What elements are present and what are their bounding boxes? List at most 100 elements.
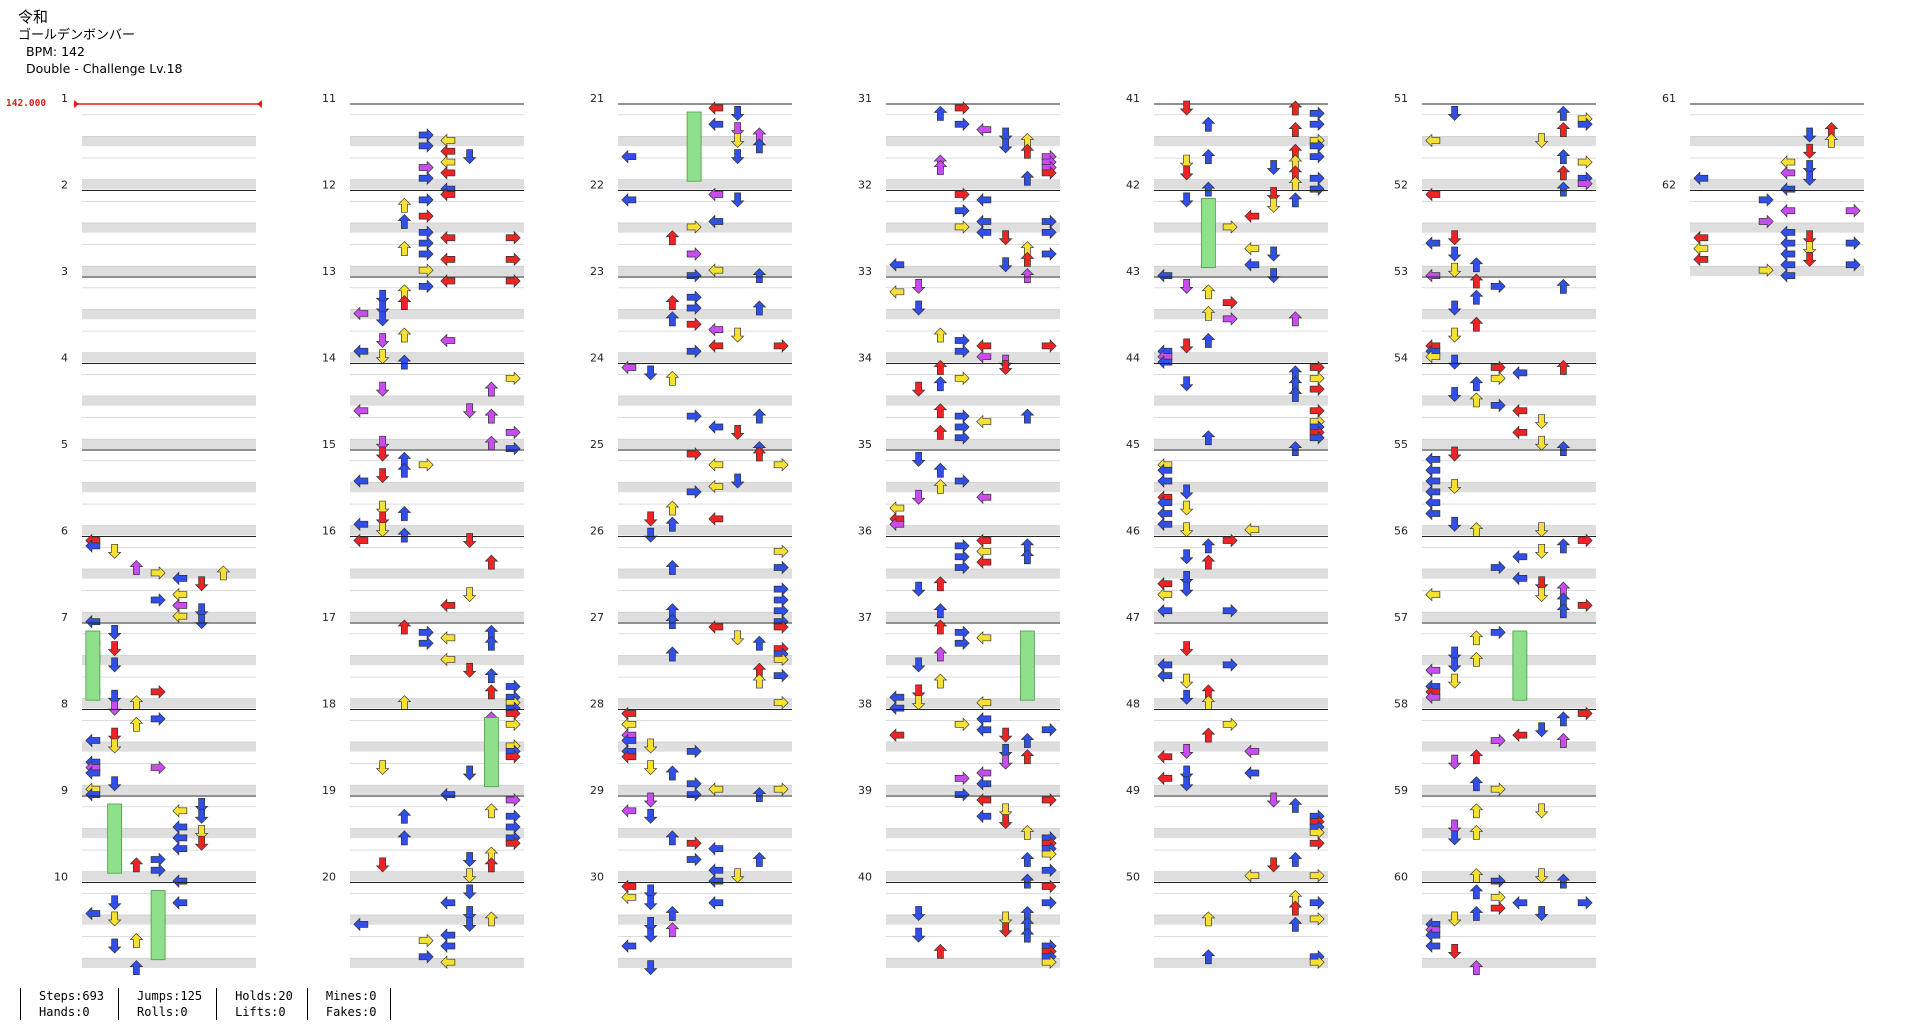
hold-bar-icon [1019,630,1035,701]
step-arrow-363 [976,695,992,710]
step-arrow-543 [1469,289,1484,305]
step-arrow-608 [1469,803,1484,819]
step-arrow-73 [440,230,456,245]
beat-band [350,395,524,406]
step-arrow-186 [686,220,702,234]
beat-band [1422,828,1596,839]
step-arrow-444 [1179,338,1194,354]
beat-band [886,222,1060,233]
step-arrow-531 [1577,176,1593,191]
step-arrow-341 [889,517,905,532]
step-arrow-15 [107,625,122,640]
step-arrow-4 [150,566,166,580]
step-arrow-221 [665,516,680,532]
step-arrow-583 [1534,587,1549,603]
step-arrow-411 [1288,122,1303,137]
measure-number: 21 [590,92,604,105]
step-arrow-400 [911,927,926,943]
step-arrow-173 [708,101,724,115]
step-arrow-93 [353,344,369,359]
step-arrow-460 [1201,430,1216,446]
step-arrow-499 [1179,776,1194,792]
beat-band [82,482,256,493]
step-arrow-20 [107,657,122,673]
step-arrow-410 [1201,116,1216,132]
measure-number: 53 [1394,265,1408,278]
step-arrow-431 [1222,220,1238,234]
step-arrow-174 [730,106,745,121]
step-arrow-391 [1020,873,1035,889]
step-arrow-382 [976,809,992,824]
step-arrow-640 [1780,182,1796,196]
beat-band [82,352,256,363]
measure-number: 54 [1394,352,1408,365]
step-arrow-206 [686,409,702,424]
hold-bar-icon [686,111,702,182]
step-arrow-639 [1693,171,1709,186]
measure-number: 37 [858,611,872,624]
step-arrow-256 [773,782,789,797]
beat-band [1154,871,1328,882]
step-arrow-214 [773,457,789,472]
beat-band [350,136,524,147]
step-arrow-600 [1534,722,1549,738]
step-arrow-169 [418,933,434,948]
stats-cell-jumps: Jumps:125 Rolls:0 [118,988,216,1020]
step-arrow-49 [172,874,188,888]
beat-band [618,698,792,709]
step-arrow-282 [933,105,948,121]
step-arrow-198 [708,322,724,337]
step-arrow-656 [1845,257,1861,272]
step-arrow-97 [484,381,499,397]
step-arrow-147 [462,765,477,781]
step-arrow-540 [1469,273,1484,289]
beat-band [1154,309,1328,320]
step-arrow-233 [773,620,789,634]
step-arrow-353 [933,619,948,635]
measure-number: 5 [61,438,68,451]
step-arrow-607 [1490,782,1506,797]
step-arrow-146 [375,760,390,776]
beat-band [1422,785,1596,795]
step-arrow-493 [1179,743,1194,759]
step-arrow-204 [643,365,658,381]
step-arrow-255 [708,782,724,797]
step-arrow-579 [1490,560,1506,575]
step-arrow-480 [1157,587,1173,602]
step-arrow-403 [933,943,948,959]
beat-band [350,309,524,320]
step-arrow-398 [998,922,1013,938]
measure-number: 27 [590,611,604,624]
step-arrow-68 [418,193,434,207]
step-arrow-12 [172,609,188,624]
step-arrow-337 [911,489,926,505]
step-arrow-278 [643,927,658,943]
step-arrow-575 [1577,533,1593,548]
step-arrow-534 [1447,230,1462,246]
measure-number: 57 [1394,611,1408,624]
step-arrow-61 [462,149,477,165]
step-arrow-182 [708,187,724,202]
step-arrow-331 [933,424,948,440]
step-arrow-128 [484,635,499,651]
beat-band [886,741,1060,752]
step-arrow-612 [1447,830,1462,846]
beat-band [886,179,1060,190]
beat-band [886,525,1060,536]
step-arrow-473 [1222,533,1238,548]
measure-number: 52 [1394,179,1408,192]
beat-band [886,352,1060,363]
step-arrow-129 [440,652,456,667]
beat-band [350,612,524,622]
step-chart: 1234567891011121314151617181920212223242… [54,92,1864,976]
step-arrow-329 [976,414,992,429]
step-arrow-257 [686,787,702,802]
measure-number: 14 [322,352,336,365]
step-arrow-633 [1824,132,1839,148]
beat-band [618,482,792,493]
step-arrow-471 [1179,522,1194,538]
step-arrow-546 [1447,327,1462,343]
step-arrow-17 [107,641,122,657]
beat-band [350,568,524,579]
step-arrow-622 [1469,906,1484,921]
